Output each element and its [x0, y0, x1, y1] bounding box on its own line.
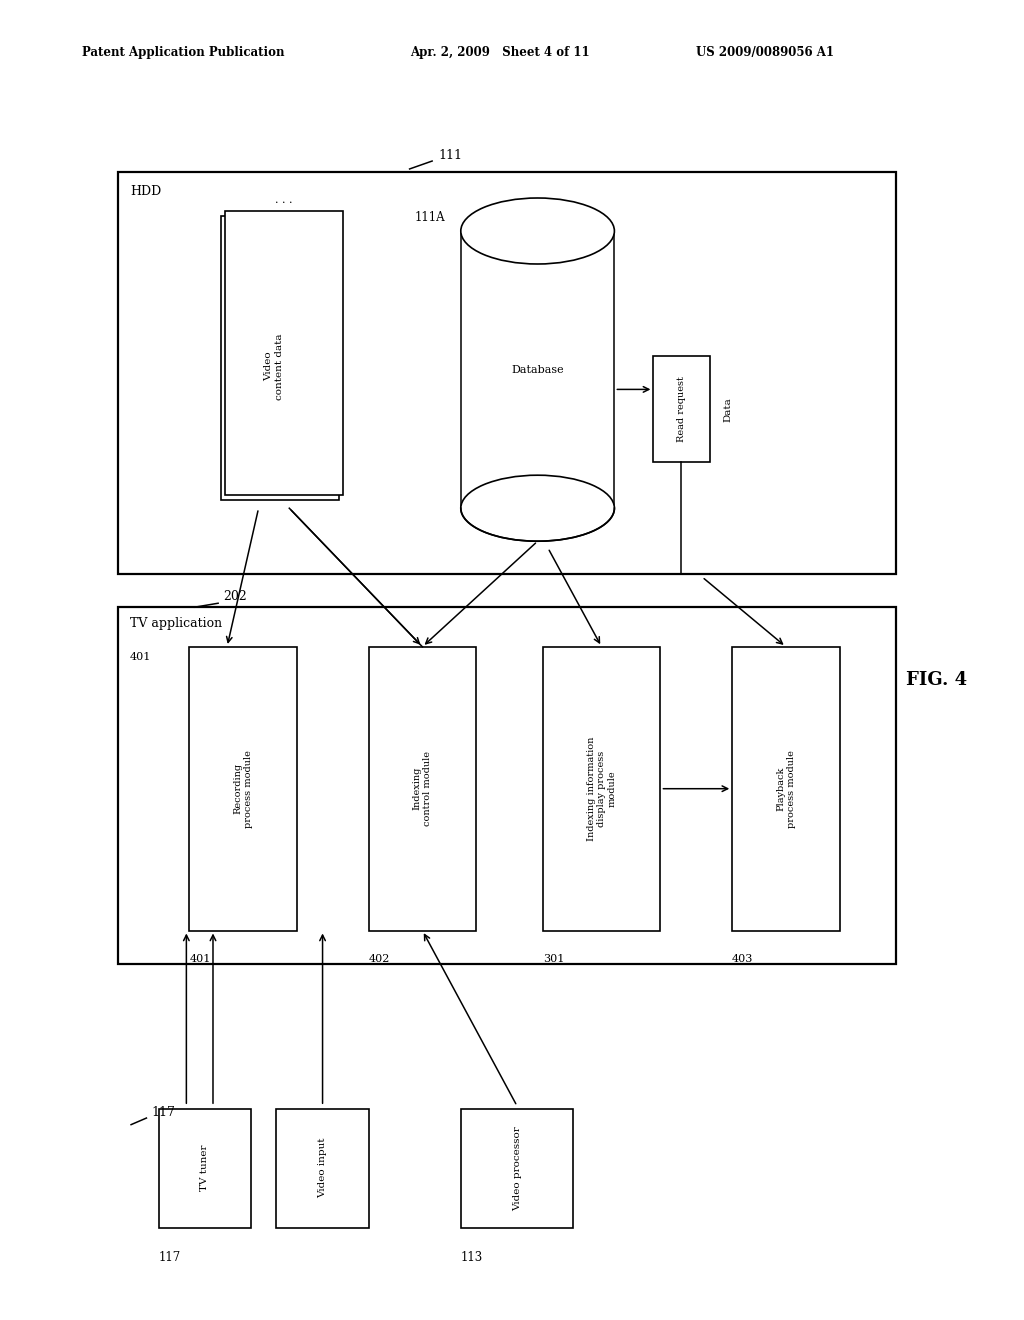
Text: 117: 117 [159, 1251, 181, 1265]
Text: Database: Database [511, 364, 564, 375]
Bar [543, 647, 660, 931]
Bar [225, 211, 343, 495]
Bar [159, 1109, 251, 1228]
Text: Read request: Read request [677, 376, 686, 442]
Bar [732, 647, 840, 931]
Ellipse shape [461, 475, 614, 541]
Text: Patent Application Publication: Patent Application Publication [82, 46, 285, 59]
Bar [221, 216, 339, 500]
Text: 402: 402 [369, 954, 390, 965]
Bar [276, 1109, 369, 1228]
Bar [118, 607, 896, 964]
Text: Video
content data: Video content data [264, 333, 284, 400]
Text: Video input: Video input [318, 1138, 327, 1199]
Text: 403: 403 [732, 954, 754, 965]
Text: 113: 113 [461, 1251, 483, 1265]
Bar [118, 172, 896, 574]
Text: . . .: . . . [275, 194, 293, 205]
Text: Video processor: Video processor [513, 1126, 521, 1210]
Text: Indexing information
display process
module: Indexing information display process mod… [587, 737, 616, 841]
Ellipse shape [461, 475, 614, 541]
Bar [653, 356, 710, 462]
Text: TV tuner: TV tuner [201, 1144, 209, 1192]
Text: 202: 202 [223, 590, 247, 603]
Text: 111A: 111A [415, 211, 445, 224]
Text: 401: 401 [189, 954, 211, 965]
Text: US 2009/0089056 A1: US 2009/0089056 A1 [696, 46, 835, 59]
Text: 117: 117 [152, 1106, 175, 1119]
Text: 111: 111 [438, 149, 462, 162]
Text: Apr. 2, 2009   Sheet 4 of 11: Apr. 2, 2009 Sheet 4 of 11 [410, 46, 589, 59]
Ellipse shape [461, 198, 614, 264]
Text: Playback
process module: Playback process module [776, 750, 796, 828]
Text: 401: 401 [130, 652, 152, 663]
Text: Data: Data [724, 397, 732, 421]
Text: Recording
process module: Recording process module [233, 750, 253, 828]
Bar [369, 647, 476, 931]
Bar [215, 224, 333, 508]
Text: HDD: HDD [130, 185, 162, 198]
Text: TV application: TV application [130, 616, 222, 630]
Text: 301: 301 [543, 954, 564, 965]
Text: FIG. 4: FIG. 4 [906, 671, 968, 689]
Text: Indexing
control module: Indexing control module [413, 751, 432, 826]
Bar [461, 1109, 573, 1228]
Bar [189, 647, 297, 931]
